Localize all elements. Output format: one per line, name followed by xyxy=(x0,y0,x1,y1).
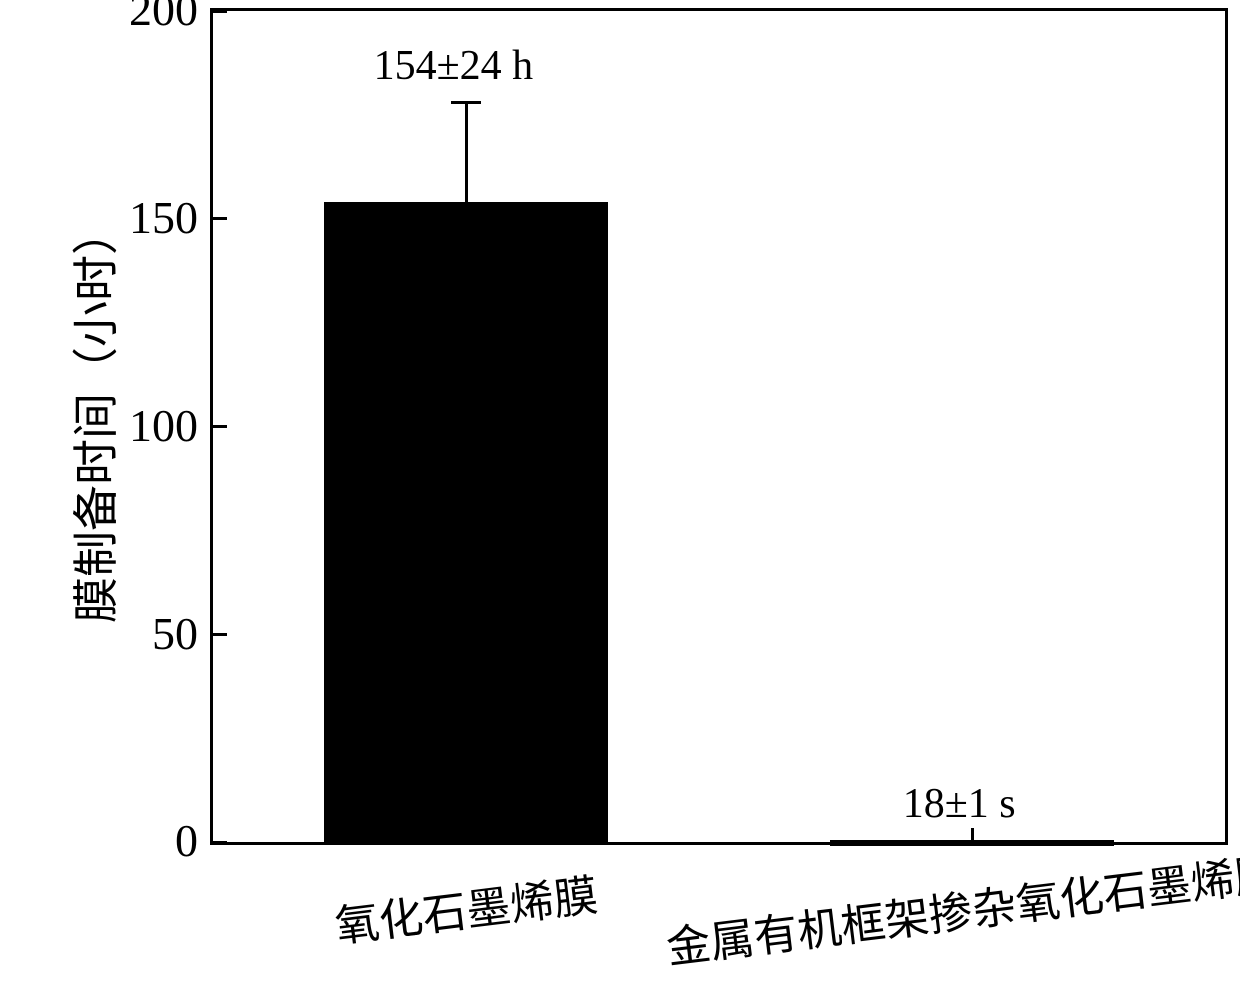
bar xyxy=(830,840,1113,846)
y-tick-label: 200 xyxy=(78,0,198,36)
bar-value-label: 154±24 h xyxy=(374,42,534,90)
bar-value-label: 18±1 s xyxy=(903,780,1016,828)
bar xyxy=(324,202,607,842)
error-bar xyxy=(465,102,468,202)
plot-area xyxy=(210,8,1228,845)
bar-chart: 膜制备时间（小时） 050100150200154±24 h氧化石墨烯膜18±1… xyxy=(0,0,1240,981)
y-tick-label: 0 xyxy=(78,814,198,867)
y-tick xyxy=(213,841,227,844)
y-tick-label: 150 xyxy=(78,191,198,244)
x-category-label: 金属有机框架掺杂氧化石墨烯膜 xyxy=(662,838,1240,977)
y-tick xyxy=(213,10,227,13)
y-tick xyxy=(213,217,227,220)
y-tick xyxy=(213,425,227,428)
plot-inner xyxy=(213,11,1225,842)
y-tick xyxy=(213,633,227,636)
y-tick-label: 50 xyxy=(78,607,198,660)
x-category-label: 氧化石墨烯膜 xyxy=(331,859,601,955)
y-tick-label: 100 xyxy=(78,399,198,452)
error-cap xyxy=(451,101,481,104)
